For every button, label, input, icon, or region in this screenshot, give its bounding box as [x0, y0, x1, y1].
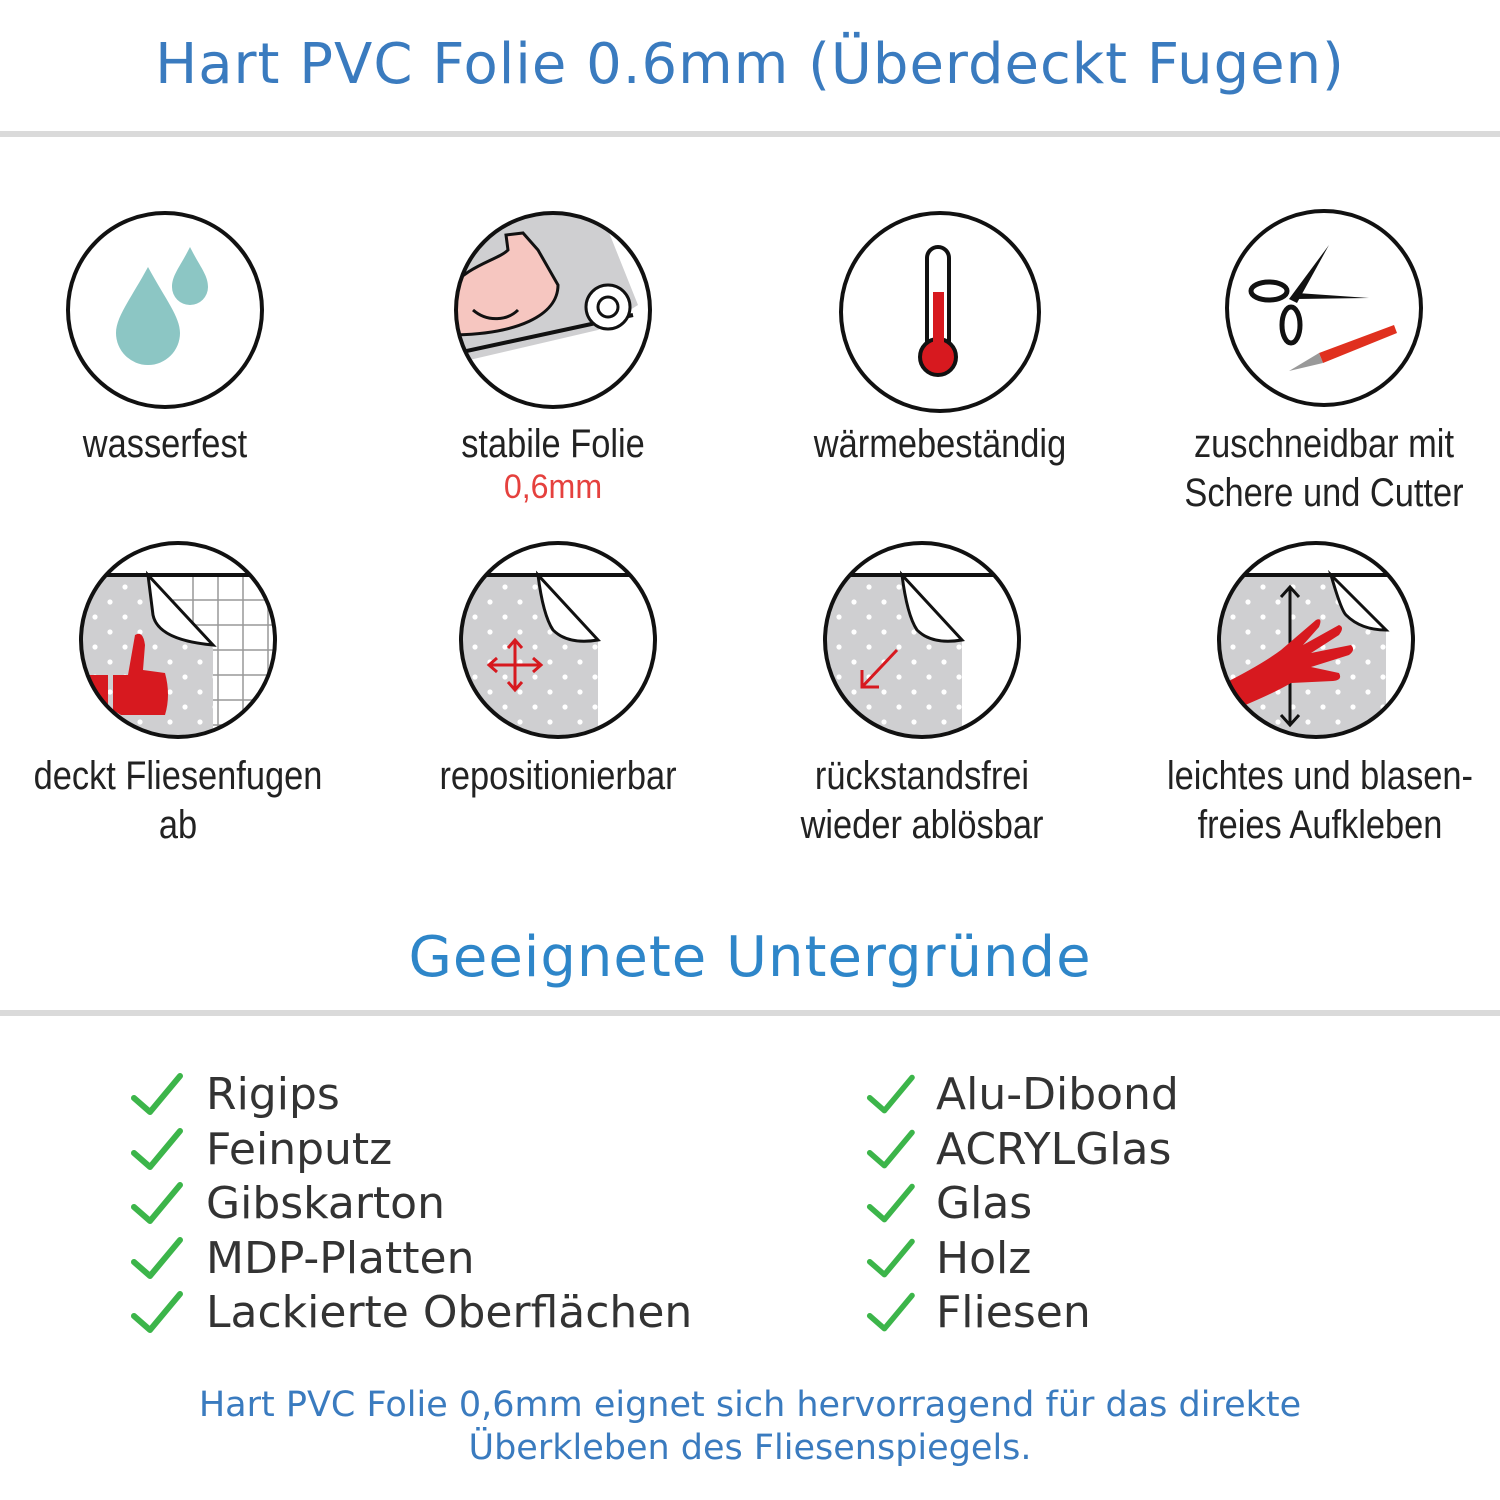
check-icon: [866, 1232, 936, 1286]
feature-label: stabile Folie 0,6mm: [390, 420, 717, 505]
water-drops-icon: [66, 211, 264, 409]
divider: [0, 1010, 1500, 1016]
divider: [0, 131, 1500, 137]
feature-label: rückstandsfrei wieder ablösbar: [800, 754, 1044, 847]
thumbs-up-tiles-icon: [79, 541, 277, 739]
footer-line: Überkleben des Fliesenspiegels.: [468, 1428, 1032, 1468]
check-icon: [866, 1286, 936, 1340]
check-icon: [130, 1286, 206, 1340]
list-item: Gibskarton: [130, 1177, 692, 1232]
strong-arm-icon: [454, 211, 652, 409]
check-icon: [866, 1177, 936, 1231]
list-item: ACRYLGlas: [866, 1123, 1179, 1178]
section-title: Geeignete Untergründe: [408, 925, 1092, 990]
feature-label: leichtes und blasen-freies Aufkleben: [1167, 754, 1473, 847]
check-icon: [866, 1123, 936, 1177]
footer-note: Hart PVC Folie 0,6mm eignet sich hervorr…: [0, 1384, 1500, 1470]
thermometer-icon: [839, 211, 1041, 413]
check-icon: [866, 1068, 936, 1122]
surface-list-right: Alu-Dibond ACRYLGlas Glas Holz Fliesen: [866, 1068, 1179, 1341]
feature-label: zuschneidbar mit Schere und Cutter: [1184, 422, 1464, 515]
move-arrows-icon: [459, 541, 657, 739]
check-icon: [130, 1177, 206, 1231]
surface-list-left: Rigips Feinputz Gibskarton MDP-Platten L…: [130, 1068, 692, 1341]
check-icon: [130, 1123, 206, 1177]
feature-label: wasserfest: [82, 422, 248, 466]
scissors-cutter-icon: [1225, 209, 1423, 407]
list-item: Alu-Dibond: [866, 1068, 1179, 1123]
list-item: Glas: [866, 1177, 1179, 1232]
feature-label: wärmebeständig: [813, 422, 1067, 466]
feature-label: repositionierbar: [439, 754, 677, 798]
feature-label: deckt Fliesenfugen ab: [33, 754, 323, 847]
feature-sub-label: 0,6mm: [503, 468, 603, 506]
list-item: Rigips: [130, 1068, 692, 1123]
check-icon: [130, 1068, 206, 1122]
hand-smooth-icon: [1217, 541, 1415, 739]
footer-line: Hart PVC Folie 0,6mm eignet sich hervorr…: [198, 1385, 1302, 1425]
list-item: Holz: [866, 1232, 1179, 1287]
peel-arrow-icon: [823, 541, 1021, 739]
list-item: Lackierte Oberflächen: [130, 1286, 692, 1341]
check-icon: [130, 1232, 206, 1286]
page-title: Hart PVC Folie 0.6mm (Überdeckt Fugen): [155, 32, 1345, 97]
list-item: Fliesen: [866, 1286, 1179, 1341]
list-item: Feinputz: [130, 1123, 692, 1178]
list-item: MDP-Platten: [130, 1232, 692, 1287]
